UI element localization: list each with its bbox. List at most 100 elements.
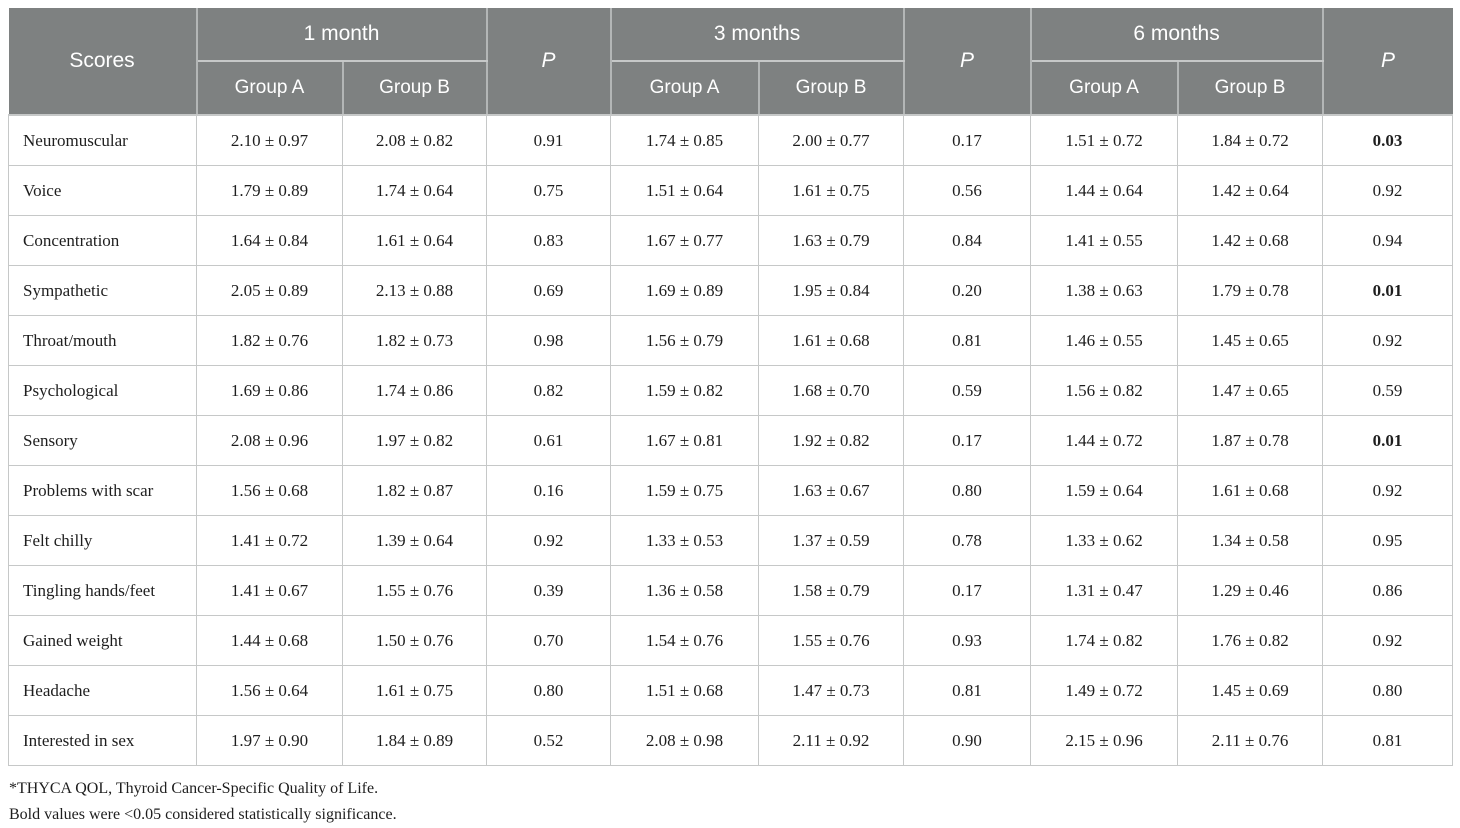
value-cell-1month-group-b: 1.74 ± 0.64	[341, 165, 488, 216]
footnote-significance: Bold values were <0.05 considered statis…	[9, 806, 397, 823]
p-value-cell-1month: 0.70	[486, 615, 612, 666]
value-cell-6months-group-a: 1.44 ± 0.72	[1030, 415, 1179, 466]
score-label-cell: Problems with scar	[8, 465, 197, 516]
value-cell-6months-group-b: 1.87 ± 0.78	[1177, 415, 1324, 466]
p-value-cell-6months: 0.92	[1322, 315, 1454, 366]
p-value-cell-1month: 0.61	[486, 415, 612, 466]
value-cell-1month-group-b: 1.39 ± 0.64	[341, 515, 488, 566]
value-cell-1month-group-a: 2.05 ± 0.89	[196, 265, 343, 316]
value-cell-6months-group-b: 1.47 ± 0.65	[1177, 365, 1324, 416]
value-cell-6months-group-a: 1.33 ± 0.62	[1030, 515, 1179, 566]
p-value-cell-1month: 0.98	[486, 315, 612, 366]
value-cell-1month-group-a: 1.82 ± 0.76	[196, 315, 343, 366]
value-cell-1month-group-b: 1.97 ± 0.82	[341, 415, 488, 466]
value-cell-3months-group-b: 1.55 ± 0.76	[758, 615, 905, 666]
value-cell-6months-group-a: 1.44 ± 0.64	[1030, 165, 1179, 216]
p-value-cell-3months: 0.78	[903, 515, 1032, 566]
p-value-cell-1month: 0.83	[486, 215, 612, 266]
table-row: Neuromuscular 2.10 ± 0.97 2.08 ± 0.82 0.91 1…	[8, 114, 1454, 166]
value-cell-3months-group-b: 2.00 ± 0.77	[758, 114, 905, 166]
value-cell-6months-group-b: 1.76 ± 0.82	[1177, 615, 1324, 666]
p-value-cell-6months: 0.03	[1322, 114, 1454, 166]
p-value-cell-1month: 0.75	[486, 165, 612, 216]
value-cell-6months-group-a: 2.15 ± 0.96	[1030, 715, 1179, 766]
p-value-cell-3months: 0.81	[903, 315, 1032, 366]
value-cell-3months-group-b: 1.58 ± 0.79	[758, 565, 905, 616]
score-label-cell: Interested in sex	[8, 715, 197, 766]
p-value-cell-3months: 0.56	[903, 165, 1032, 216]
table-row: Headache 1.56 ± 0.64 1.61 ± 0.75 0.80 1.51 ±…	[8, 665, 1454, 716]
value-cell-1month-group-b: 2.13 ± 0.88	[341, 265, 488, 316]
p-value-cell-3months: 0.84	[903, 215, 1032, 266]
value-cell-3months-group-a: 1.54 ± 0.76	[610, 615, 760, 666]
value-cell-1month-group-b: 1.61 ± 0.75	[341, 665, 488, 716]
p-value-cell-1month: 0.69	[486, 265, 612, 316]
value-cell-6months-group-a: 1.59 ± 0.64	[1030, 465, 1179, 516]
p-value-cell-6months: 0.01	[1322, 265, 1454, 316]
p-value-cell-1month: 0.39	[486, 565, 612, 616]
value-cell-6months-group-b: 2.11 ± 0.76	[1177, 715, 1324, 766]
p-value-cell-3months: 0.17	[903, 114, 1032, 166]
value-cell-3months-group-a: 1.51 ± 0.68	[610, 665, 760, 716]
p-value-cell-6months: 0.92	[1322, 165, 1454, 216]
value-cell-3months-group-a: 1.69 ± 0.89	[610, 265, 760, 316]
column-header-p-6months: P	[1321, 8, 1453, 116]
thyca-qol-scores-table: Scores 1 month P 3 months P 6 months P G…	[8, 8, 1454, 766]
column-header-p-3months: P	[902, 8, 1032, 116]
value-cell-6months-group-a: 1.46 ± 0.55	[1030, 315, 1179, 366]
value-cell-6months-group-a: 1.49 ± 0.72	[1030, 665, 1179, 716]
score-label-cell: Concentration	[8, 215, 197, 266]
value-cell-1month-group-a: 1.79 ± 0.89	[196, 165, 343, 216]
table-body: Neuromuscular 2.10 ± 0.97 2.08 ± 0.82 0.91 1…	[8, 114, 1454, 766]
value-cell-6months-group-b: 1.84 ± 0.72	[1177, 114, 1324, 166]
p-value-cell-6months: 0.94	[1322, 215, 1454, 266]
column-header-group-b-3months: Group B	[757, 60, 905, 116]
table-row: Throat/mouth 1.82 ± 0.76 1.82 ± 0.73 0.98 1.…	[8, 315, 1454, 366]
score-label-cell: Sensory	[8, 415, 197, 466]
p-value-cell-6months: 0.01	[1322, 415, 1454, 466]
value-cell-6months-group-b: 1.42 ± 0.64	[1177, 165, 1324, 216]
value-cell-6months-group-b: 1.45 ± 0.69	[1177, 665, 1324, 716]
value-cell-3months-group-a: 1.36 ± 0.58	[610, 565, 760, 616]
score-label-cell: Neuromuscular	[8, 114, 197, 166]
value-cell-3months-group-a: 1.59 ± 0.75	[610, 465, 760, 516]
value-cell-6months-group-b: 1.61 ± 0.68	[1177, 465, 1324, 516]
p-value-cell-3months: 0.17	[903, 565, 1032, 616]
p-value-cell-1month: 0.91	[486, 114, 612, 166]
value-cell-1month-group-b: 1.50 ± 0.76	[341, 615, 488, 666]
value-cell-6months-group-a: 1.41 ± 0.55	[1030, 215, 1179, 266]
p-value-cell-3months: 0.17	[903, 415, 1032, 466]
value-cell-1month-group-a: 1.41 ± 0.67	[196, 565, 343, 616]
value-cell-3months-group-a: 1.33 ± 0.53	[610, 515, 760, 566]
column-header-group-a-1month: Group A	[195, 60, 344, 116]
value-cell-3months-group-b: 1.61 ± 0.75	[758, 165, 905, 216]
p-value-cell-3months: 0.90	[903, 715, 1032, 766]
p-value-cell-1month: 0.52	[486, 715, 612, 766]
value-cell-1month-group-b: 1.61 ± 0.64	[341, 215, 488, 266]
column-header-p-1month: P	[485, 8, 612, 116]
table-row: Concentration 1.64 ± 0.84 1.61 ± 0.64 0.83 1…	[8, 215, 1454, 266]
p-value-cell-1month: 0.16	[486, 465, 612, 516]
value-cell-1month-group-b: 1.82 ± 0.73	[341, 315, 488, 366]
table-row: Voice 1.79 ± 0.89 1.74 ± 0.64 0.75 1.51 ± 0.…	[8, 165, 1454, 216]
value-cell-6months-group-b: 1.34 ± 0.58	[1177, 515, 1324, 566]
table-row: Sympathetic 2.05 ± 0.89 2.13 ± 0.88 0.69 1.6…	[8, 265, 1454, 316]
column-group-3-months: 3 months	[609, 8, 905, 62]
score-label-cell: Voice	[8, 165, 197, 216]
value-cell-3months-group-b: 1.92 ± 0.82	[758, 415, 905, 466]
value-cell-6months-group-b: 1.42 ± 0.68	[1177, 215, 1324, 266]
column-header-group-a-6months: Group A	[1029, 60, 1179, 116]
value-cell-3months-group-b: 1.47 ± 0.73	[758, 665, 905, 716]
column-header-group-a-3months: Group A	[609, 60, 760, 116]
value-cell-3months-group-a: 1.59 ± 0.82	[610, 365, 760, 416]
p-value-cell-6months: 0.92	[1322, 465, 1454, 516]
table-row: Gained weight 1.44 ± 0.68 1.50 ± 0.76 0.70 1…	[8, 615, 1454, 666]
value-cell-3months-group-a: 2.08 ± 0.98	[610, 715, 760, 766]
value-cell-6months-group-a: 1.31 ± 0.47	[1030, 565, 1179, 616]
value-cell-1month-group-a: 2.08 ± 0.96	[196, 415, 343, 466]
value-cell-3months-group-a: 1.56 ± 0.79	[610, 315, 760, 366]
value-cell-1month-group-b: 1.82 ± 0.87	[341, 465, 488, 516]
value-cell-6months-group-a: 1.51 ± 0.72	[1030, 114, 1179, 166]
score-label-cell: Felt chilly	[8, 515, 197, 566]
